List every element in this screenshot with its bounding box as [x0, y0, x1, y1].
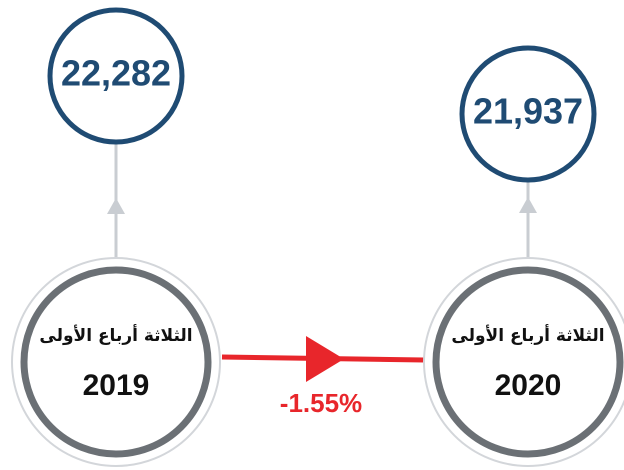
value: 22,282 [61, 53, 171, 94]
period-label: الثلاثة أرباع الأولى [39, 324, 192, 346]
value: 21,937 [473, 91, 583, 132]
year: 2019 [83, 369, 150, 402]
year: 2020 [495, 369, 562, 402]
value-circle [47, 7, 185, 145]
arrow-up [519, 197, 537, 213]
change-arrow [306, 336, 344, 382]
period-label: الثلاثة أرباع الأولى [451, 324, 604, 346]
period-circle [20, 266, 212, 458]
value-circle [459, 45, 597, 183]
period-circle [432, 266, 624, 458]
arrow-up [107, 198, 125, 214]
change-label: -1.55% [280, 388, 362, 418]
